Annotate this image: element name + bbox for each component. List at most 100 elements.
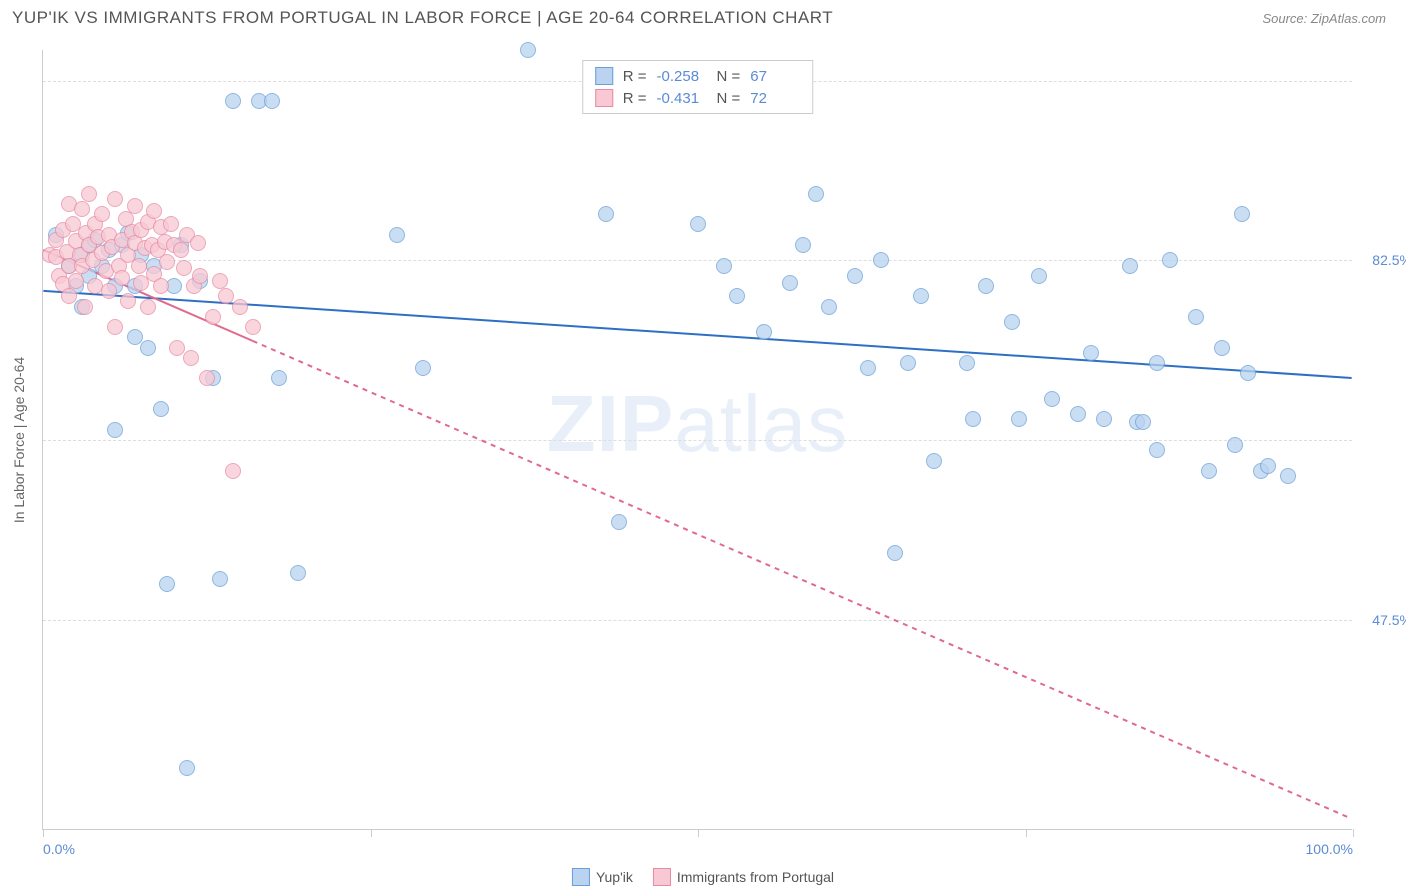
scatter-point <box>795 237 811 253</box>
scatter-point <box>716 258 732 274</box>
scatter-point <box>847 268 863 284</box>
scatter-point <box>729 288 745 304</box>
stat-legend: R = -0.258 N = 67 R = -0.431 N = 72 <box>582 60 814 114</box>
scatter-point <box>225 93 241 109</box>
scatter-point <box>873 252 889 268</box>
scatter-point <box>1234 206 1250 222</box>
scatter-point <box>114 270 130 286</box>
scatter-point <box>1149 355 1165 371</box>
swatch-yupik <box>595 67 613 85</box>
scatter-point <box>190 235 206 251</box>
scatter-point <box>887 545 903 561</box>
scatter-point <box>212 273 228 289</box>
scatter-point <box>107 319 123 335</box>
scatter-point <box>1096 411 1112 427</box>
r-value-yupik: -0.258 <box>657 68 707 85</box>
scatter-point <box>389 227 405 243</box>
scatter-point <box>1188 309 1204 325</box>
scatter-point <box>140 340 156 356</box>
stat-row-portugal: R = -0.431 N = 72 <box>595 87 801 109</box>
legend-item-portugal: Immigrants from Portugal <box>653 868 834 886</box>
watermark: ZIPatlas <box>547 378 848 470</box>
scatter-point <box>199 370 215 386</box>
scatter-point <box>205 309 221 325</box>
scatter-point <box>520 42 536 58</box>
scatter-point <box>1011 411 1027 427</box>
scatter-point <box>74 201 90 217</box>
scatter-point <box>1031 268 1047 284</box>
scatter-point <box>232 299 248 315</box>
legend-label-portugal: Immigrants from Portugal <box>677 869 834 885</box>
y-axis-label: In Labor Force | Age 20-64 <box>11 356 27 522</box>
title-bar: YUP'IK VS IMMIGRANTS FROM PORTUGAL IN LA… <box>0 0 1406 36</box>
scatter-point <box>159 576 175 592</box>
scatter-point <box>1280 468 1296 484</box>
scatter-point <box>1044 391 1060 407</box>
gridline <box>43 260 1352 261</box>
n-value-yupik: 67 <box>750 68 800 85</box>
scatter-point <box>860 360 876 376</box>
scatter-point <box>140 299 156 315</box>
x-tick <box>371 829 372 837</box>
scatter-point <box>808 186 824 202</box>
scatter-point <box>690 216 706 232</box>
gridline <box>43 620 1352 621</box>
scatter-point <box>415 360 431 376</box>
scatter-point <box>68 273 84 289</box>
scatter-point <box>1260 458 1276 474</box>
scatter-point <box>913 288 929 304</box>
scatter-point <box>127 198 143 214</box>
scatter-point <box>61 288 77 304</box>
scatter-point <box>756 324 772 340</box>
scatter-point <box>1135 414 1151 430</box>
legend-swatch-yupik <box>572 868 590 886</box>
chart-area: ZIPatlas 47.5%82.5% In Labor Force | Age… <box>42 50 1352 830</box>
stat-row-yupik: R = -0.258 N = 67 <box>595 65 801 87</box>
scatter-point <box>163 216 179 232</box>
scatter-point <box>77 299 93 315</box>
scatter-point <box>245 319 261 335</box>
chart-title: YUP'IK VS IMMIGRANTS FROM PORTUGAL IN LA… <box>12 8 833 28</box>
scatter-point <box>1162 252 1178 268</box>
scatter-point <box>81 186 97 202</box>
scatter-point <box>225 463 241 479</box>
scatter-point <box>782 275 798 291</box>
source-text: Source: ZipAtlas.com <box>1262 11 1386 26</box>
bottom-legend: Yup'ik Immigrants from Portugal <box>572 868 834 886</box>
scatter-point <box>978 278 994 294</box>
scatter-point <box>1240 365 1256 381</box>
scatter-point <box>1214 340 1230 356</box>
scatter-point <box>1149 442 1165 458</box>
scatter-point <box>212 571 228 587</box>
scatter-point <box>965 411 981 427</box>
scatter-point <box>926 453 942 469</box>
legend-swatch-portugal <box>653 868 671 886</box>
scatter-point <box>94 206 110 222</box>
n-value-portugal: 72 <box>750 90 800 107</box>
scatter-point <box>290 565 306 581</box>
gridline <box>43 440 1352 441</box>
y-tick-label: 82.5% <box>1357 252 1406 268</box>
x-tick-label: 100.0% <box>1306 841 1353 857</box>
x-tick <box>43 829 44 837</box>
scatter-point <box>1227 437 1243 453</box>
scatter-point <box>120 293 136 309</box>
scatter-point <box>183 350 199 366</box>
x-tick <box>698 829 699 837</box>
x-tick <box>1026 829 1027 837</box>
scatter-point <box>598 206 614 222</box>
swatch-portugal <box>595 89 613 107</box>
scatter-point <box>1201 463 1217 479</box>
scatter-point <box>1083 345 1099 361</box>
scatter-point <box>176 260 192 276</box>
scatter-point <box>169 340 185 356</box>
scatter-point <box>107 422 123 438</box>
scatter-point <box>107 191 123 207</box>
scatter-point <box>101 283 117 299</box>
scatter-point <box>271 370 287 386</box>
x-tick-label: 0.0% <box>43 841 75 857</box>
scatter-point <box>900 355 916 371</box>
scatter-point <box>821 299 837 315</box>
scatter-point <box>179 760 195 776</box>
scatter-point <box>153 278 169 294</box>
